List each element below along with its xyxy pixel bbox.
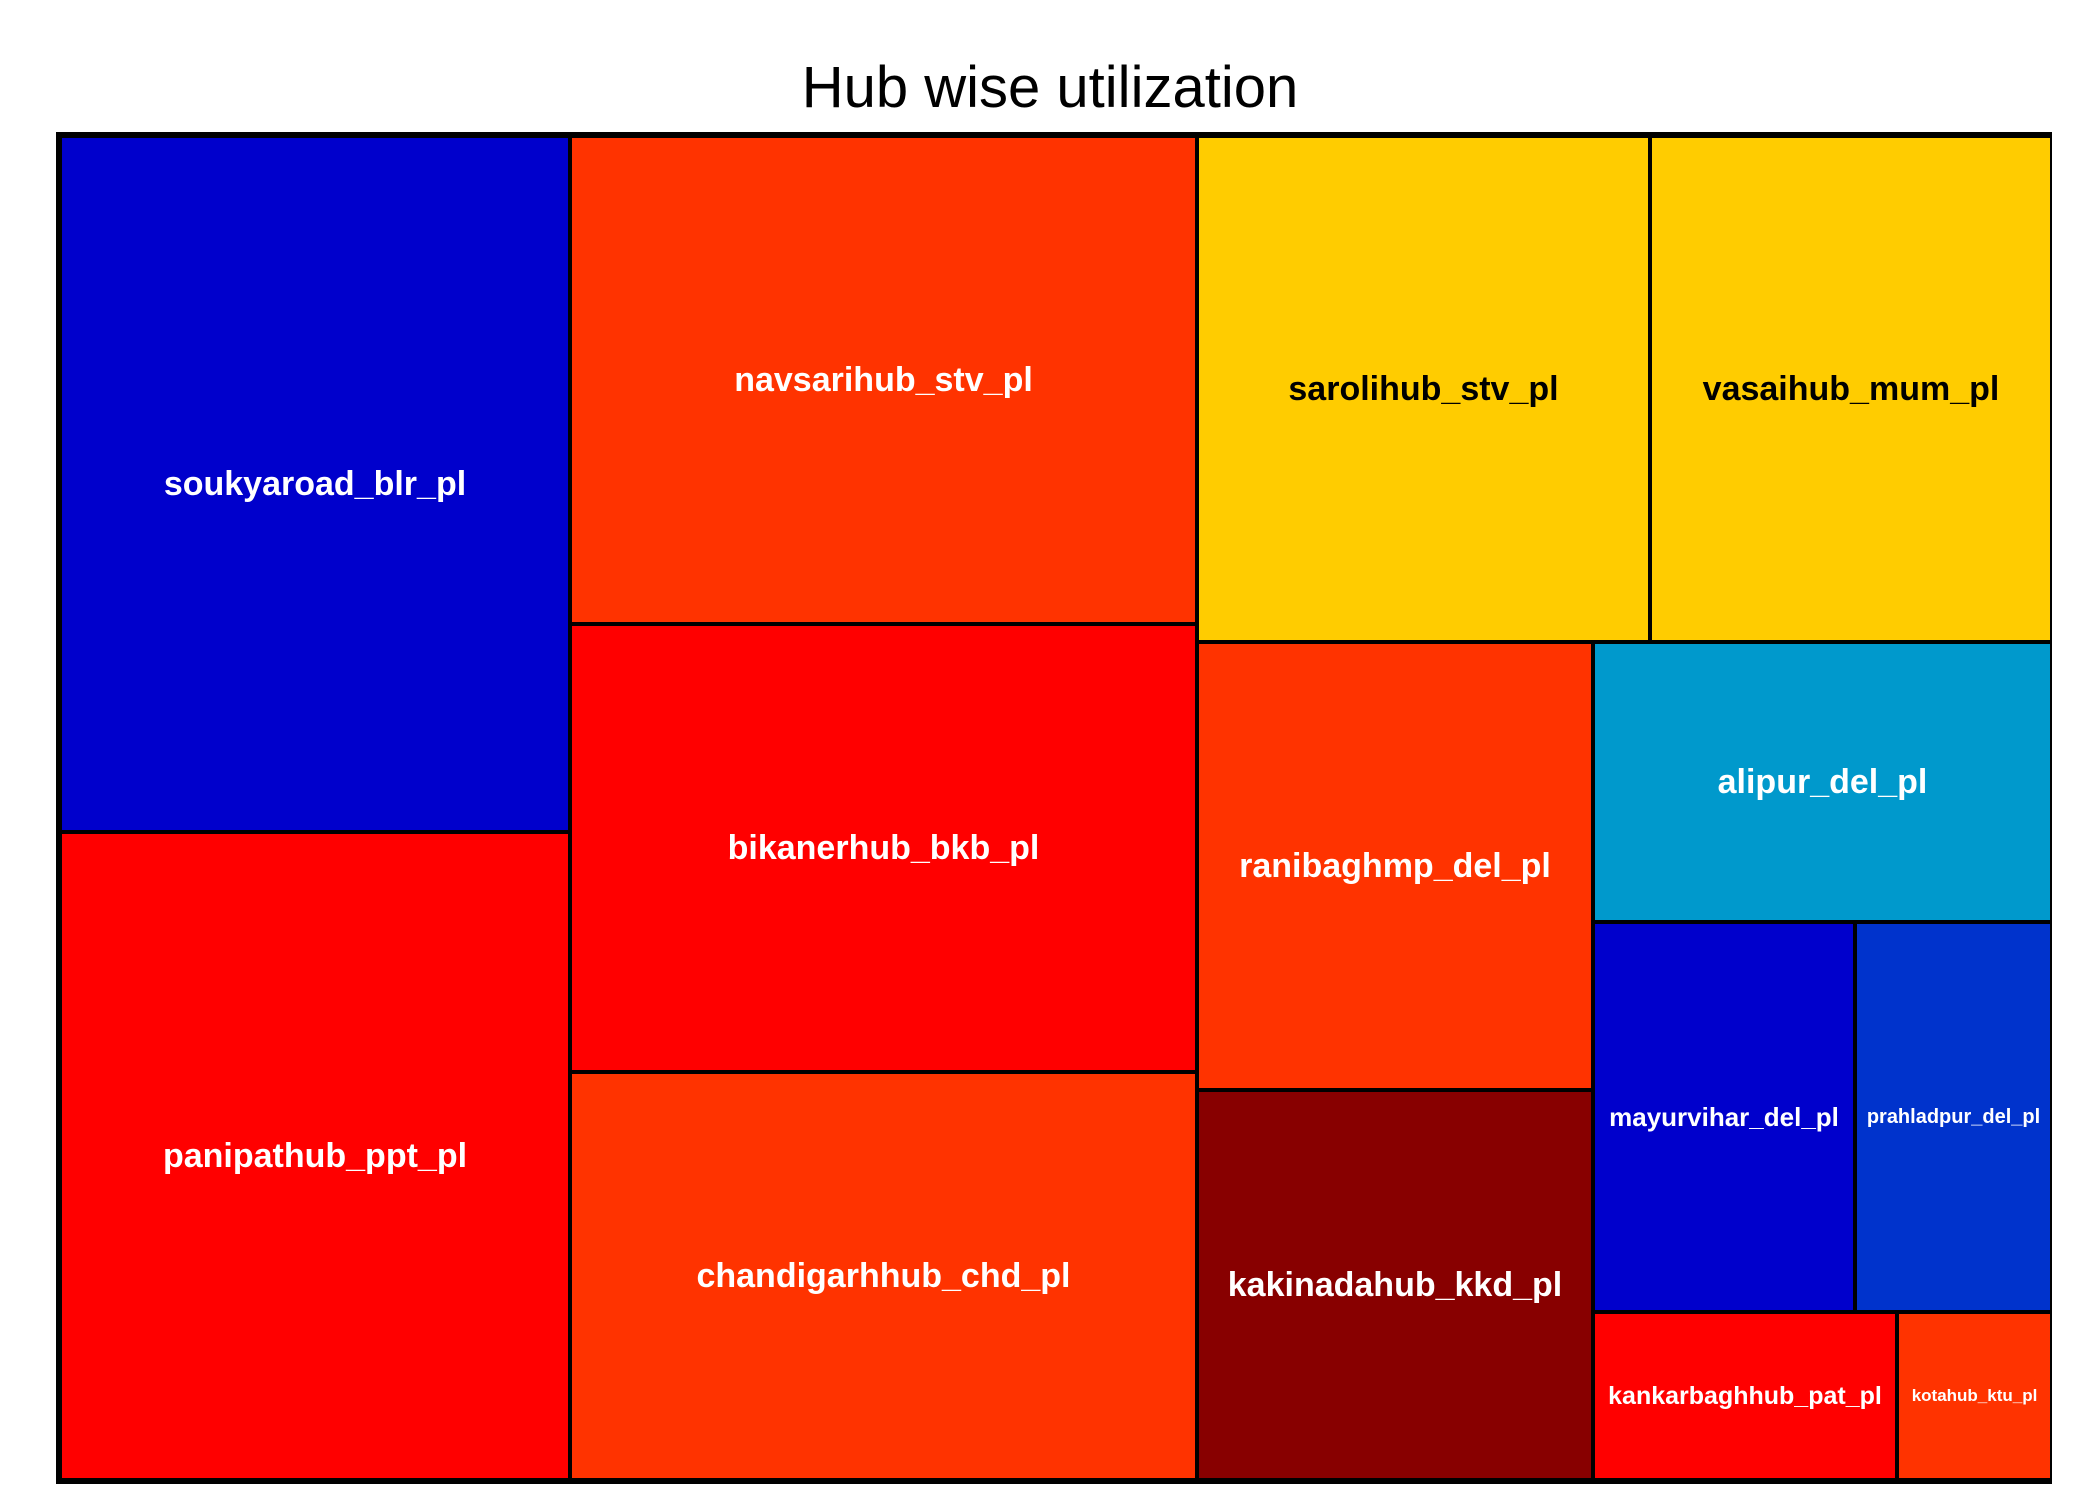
treemap-cell-chandigarhhub-chd-pl: chandigarhhub_chd_pl	[570, 1072, 1197, 1480]
treemap-cell-bikanerhub-bkb-pl: bikanerhub_bkb_pl	[570, 624, 1197, 1072]
treemap-cell-label: panipathub_ppt_pl	[162, 1136, 468, 1175]
treemap-cell-label: mayurvihar_del_pl	[1609, 1101, 1839, 1132]
treemap-cell-label: kakinadahub_kkd_pl	[1227, 1265, 1563, 1304]
treemap-cell-prahladpur-del-pl: prahladpur_del_pl	[1855, 922, 2052, 1312]
treemap-cell-sarolihub-stv-pl: sarolihub_stv_pl	[1197, 136, 1650, 642]
treemap-cell-kankarbaghhub-pat-pl: kankarbaghhub_pat_pl	[1593, 1312, 1897, 1480]
treemap-cell-mayurvihar-del-pl: mayurvihar_del_pl	[1593, 922, 1855, 1312]
treemap-cell-label: kotahub_ktu_pl	[1911, 1386, 2038, 1405]
treemap-cell-label: sarolihub_stv_pl	[1288, 369, 1559, 408]
treemap-cell-label: vasaihub_mum_pl	[1702, 369, 2000, 408]
treemap-cell-label: kankarbaghhub_pat_pl	[1608, 1381, 1882, 1410]
treemap-cell-alipur-del-pl: alipur_del_pl	[1593, 642, 2052, 922]
treemap-cell-label: ranibaghmp_del_pl	[1239, 846, 1551, 885]
treemap-cell-label: bikanerhub_bkb_pl	[727, 828, 1040, 867]
treemap-cell-label: navsarihub_stv_pl	[734, 360, 1033, 399]
treemap-cell-label: prahladpur_del_pl	[1866, 1105, 2041, 1128]
treemap-cell-soukyaroad-blr-pl: soukyaroad_blr_pl	[60, 136, 570, 832]
treemap-cell-panipathub-ppt-pl: panipathub_ppt_pl	[60, 832, 570, 1480]
treemap-cell-ranibaghmp-del-pl: ranibaghmp_del_pl	[1197, 642, 1593, 1090]
treemap-cell-kotahub-ktu-pl: kotahub_ktu_pl	[1897, 1312, 2052, 1480]
treemap-cell-label: alipur_del_pl	[1717, 762, 1928, 801]
treemap-cell-vasaihub-mum-pl: vasaihub_mum_pl	[1650, 136, 2052, 642]
treemap: soukyaroad_blr_pl panipathub_ppt_pl navsar…	[56, 132, 2052, 1484]
treemap-cell-kakinadahub-kkd-pl: kakinadahub_kkd_pl	[1197, 1090, 1593, 1480]
treemap-cell-navsarihub-stv-pl: navsarihub_stv_pl	[570, 136, 1197, 624]
treemap-cell-label: chandigarhhub_chd_pl	[696, 1256, 1071, 1295]
chart-title: Hub wise utilization	[801, 55, 1299, 120]
treemap-cell-label: soukyaroad_blr_pl	[163, 464, 467, 503]
